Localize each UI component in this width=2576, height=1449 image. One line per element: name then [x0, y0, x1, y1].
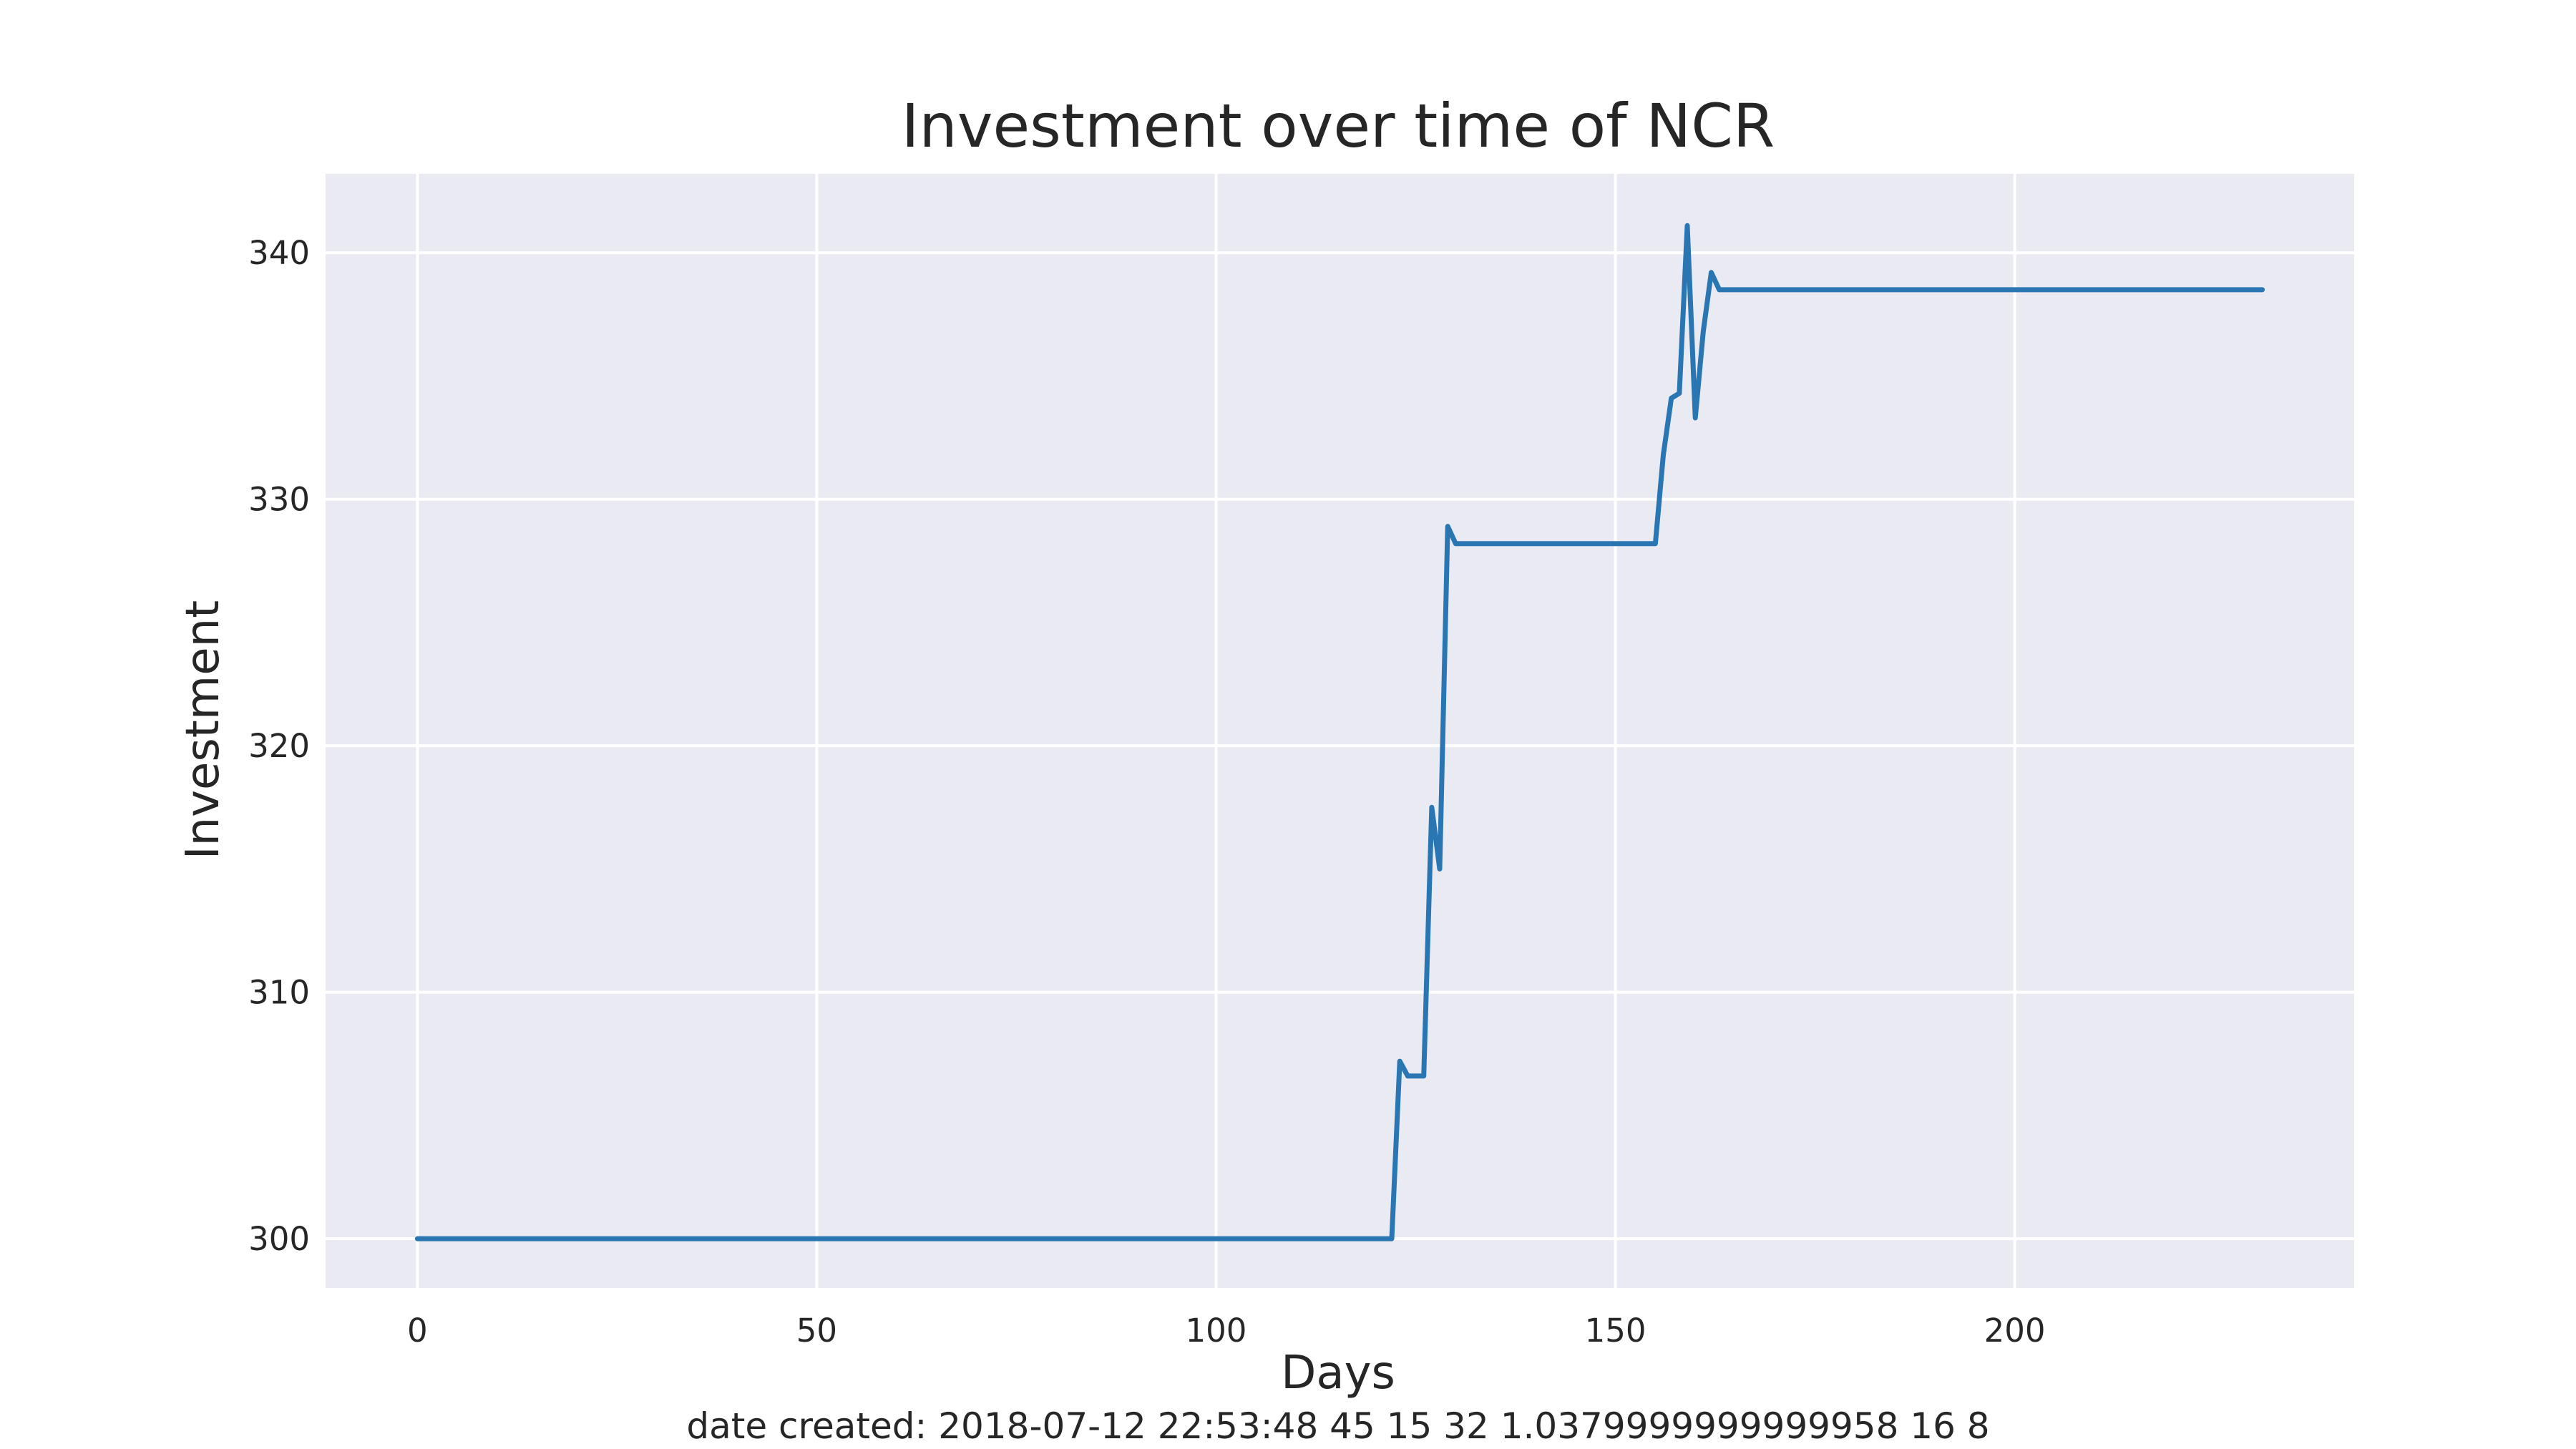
y-axis-label: Investment [177, 600, 230, 860]
y-tick-label: 320 [248, 727, 310, 765]
x-tick-label: 200 [1984, 1312, 2046, 1350]
x-tick-label: 0 [407, 1312, 428, 1350]
y-tick-label: 340 [248, 234, 310, 272]
y-tick-label: 330 [248, 481, 310, 519]
chart-title: Investment over time of NCR [902, 91, 1775, 161]
date-created-footer: date created: 2018-07-12 22:53:48 45 15 … [686, 1405, 1989, 1447]
tick-labels: 0 50 100 150 200 300 310 320 330 340 [248, 234, 2045, 1350]
x-tick-label: 100 [1186, 1312, 1247, 1350]
series-line-investment [414, 223, 2265, 1241]
x-axis-label: Days [1281, 1347, 1395, 1400]
y-tick-label: 300 [248, 1220, 310, 1258]
y-tick-label: 310 [248, 974, 310, 1012]
x-tick-label: 150 [1585, 1312, 1646, 1350]
x-tick-label: 50 [796, 1312, 837, 1350]
plot-area [326, 174, 2354, 1288]
